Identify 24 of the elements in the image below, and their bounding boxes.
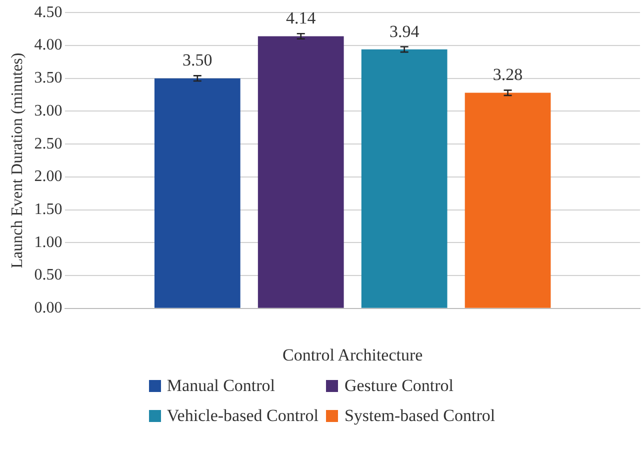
y-tick-label: 3.50 (34, 70, 62, 87)
y-tick-label: 1.50 (34, 201, 62, 218)
y-tick-label: 2.00 (34, 168, 62, 186)
data-label: 3.94 (389, 22, 420, 41)
bar (154, 78, 240, 308)
bar (361, 49, 448, 308)
data-label: 3.50 (182, 50, 212, 70)
legend-label: Vehicle-based Control (166, 406, 318, 426)
y-tick-label: 2.50 (34, 135, 62, 152)
data-label: 3.28 (492, 65, 523, 84)
legend-label: Manual Control (166, 376, 276, 396)
y-tick-label: 0.50 (34, 266, 62, 284)
legend-label: System-based Control (344, 406, 496, 426)
y-tick-label: 4.00 (34, 36, 62, 54)
y-tick-label: 3.00 (34, 102, 62, 120)
y-axis-title: Launch Event Duration (minutes) (8, 52, 26, 268)
y-tick-label: 4.50 (34, 4, 62, 21)
bar (258, 36, 344, 308)
y-tick-label: 0.00 (34, 300, 62, 317)
bar (464, 92, 551, 308)
x-axis-title: Control Architecture (282, 345, 423, 364)
data-label: 4.14 (286, 8, 316, 28)
legend-label: Gesture Control (344, 376, 454, 396)
y-tick-label: 1.00 (34, 234, 62, 251)
